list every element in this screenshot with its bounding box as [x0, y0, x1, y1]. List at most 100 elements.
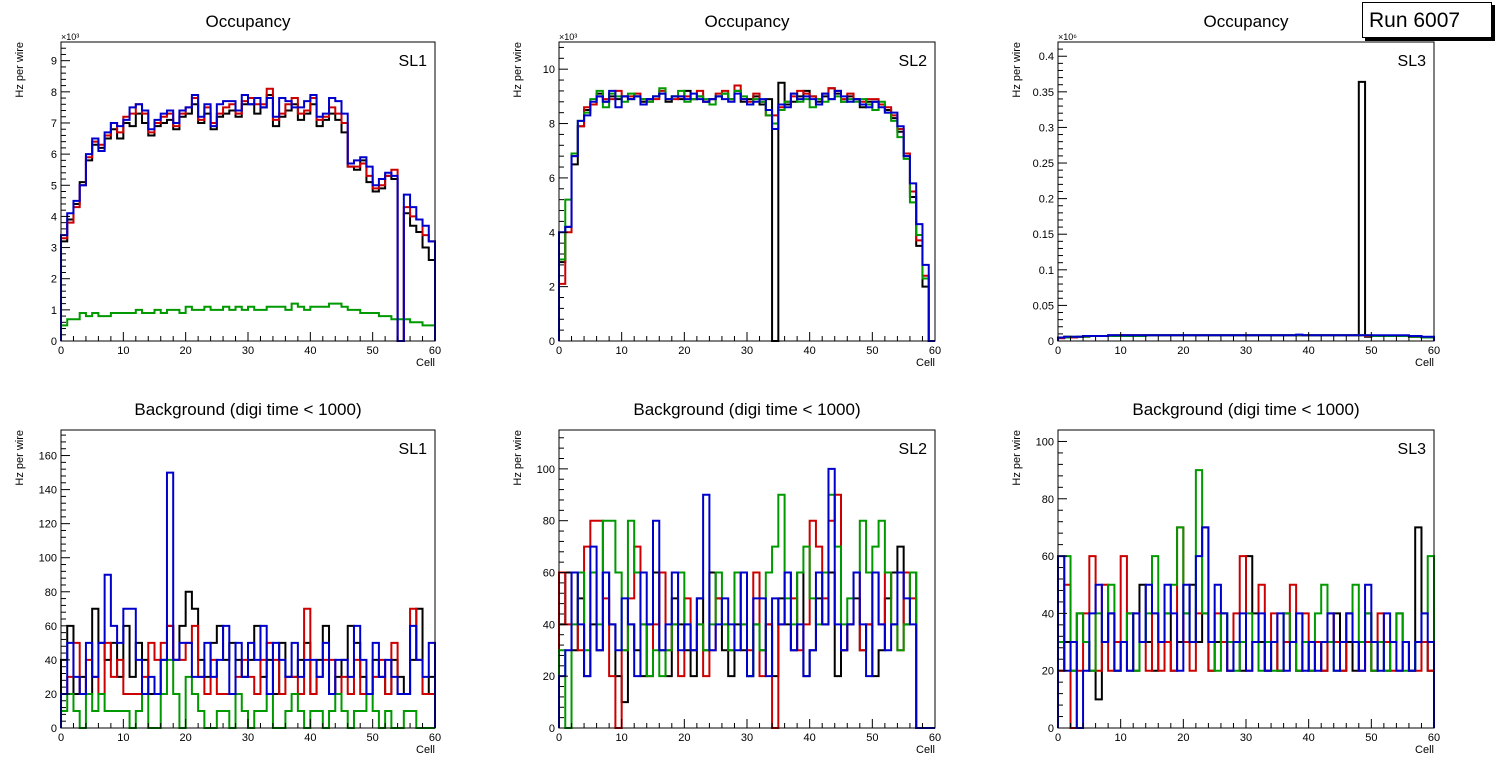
x-tick-label: 20	[678, 732, 690, 744]
axis-exponent: ×10³	[559, 32, 577, 42]
x-tick-label: 10	[616, 345, 628, 357]
x-tick-label: 60	[1428, 732, 1440, 744]
x-tick-label: 0	[1055, 345, 1061, 357]
x-tick-label: 0	[556, 732, 562, 744]
x-tick-label: 20	[678, 345, 690, 357]
series-line-layer4	[558, 467, 935, 729]
y-tick-label: 10	[543, 64, 555, 76]
x-axis-label: Cell	[916, 357, 935, 369]
y-tick-label: 60	[543, 568, 555, 580]
y-tick-label: 0.3	[1039, 122, 1054, 134]
y-tick-label: 2	[549, 282, 555, 294]
y-tick-label: 0.35	[1033, 87, 1054, 99]
y-tick-label: 1	[51, 305, 57, 317]
y-tick-label: 20	[543, 671, 555, 683]
y-tick-label: 0.4	[1039, 51, 1054, 63]
x-tick-label: 40	[304, 732, 316, 744]
series-line-layer4	[60, 93, 436, 342]
series-line-layer1	[558, 81, 935, 342]
y-tick-label: 4	[549, 227, 555, 239]
y-tick-label: 60	[45, 621, 57, 633]
series-line-layer2	[1057, 526, 1435, 729]
x-axis-label: Cell	[416, 744, 435, 756]
x-tick-label: 50	[866, 732, 878, 744]
y-tick-label: 160	[39, 451, 57, 463]
chart-panel-5: Background (digi time < 1000) 0 10 20 30 40 50…	[512, 400, 941, 756]
chart-panel-6: Background (digi time < 1000) 0 10 20 30 40 50…	[1011, 400, 1440, 756]
series-line-layer2	[60, 87, 436, 342]
y-tick-label: 100	[537, 464, 555, 476]
series-line-layer3	[558, 87, 935, 342]
y-tick-label: 100	[1036, 436, 1054, 448]
y-tick-label: 8	[51, 87, 57, 99]
x-tick-label: 60	[929, 345, 941, 357]
y-tick-label: 9	[51, 56, 57, 68]
x-tick-label: 0	[58, 345, 64, 357]
x-tick-label: 30	[1240, 732, 1252, 744]
y-tick-label: 0	[549, 336, 555, 348]
plot-frame	[60, 429, 436, 729]
y-tick-label: 0.15	[1033, 229, 1054, 241]
y-axis-label: Hz per wire	[512, 430, 524, 486]
chart-title: Background (digi time < 1000)	[633, 400, 860, 419]
panel-label: SL3	[1398, 441, 1427, 458]
x-tick-label: 30	[741, 732, 753, 744]
chart-panel-2: Occupancy 0 10 20 30 40 50 60 0 2 4 6 8 10 ×10³ Cell Hz …	[512, 12, 941, 369]
y-tick-label: 0.1	[1039, 265, 1054, 277]
y-tick-label: 0.05	[1033, 300, 1054, 312]
chart-title: Occupancy	[1203, 12, 1289, 31]
axis-exponent: ×10³	[61, 32, 79, 42]
x-tick-label: 60	[929, 732, 941, 744]
y-axis-label: Hz per wire	[1011, 42, 1023, 98]
panel-label: SL3	[1398, 53, 1427, 70]
panel-label: SL1	[399, 441, 428, 458]
x-axis-label: Cell	[1415, 357, 1434, 369]
panel-label: SL2	[899, 441, 928, 458]
x-tick-label: 40	[1303, 732, 1315, 744]
y-tick-label: 0	[1048, 723, 1054, 735]
y-tick-label: 100	[39, 553, 57, 565]
x-tick-label: 50	[367, 732, 379, 744]
y-tick-label: 0	[1048, 336, 1054, 348]
series-line-layer4	[60, 471, 436, 728]
y-tick-label: 60	[1042, 551, 1054, 563]
x-tick-label: 0	[1055, 732, 1061, 744]
series-line-layer2	[558, 84, 935, 342]
series-line-layer1	[1057, 80, 1435, 341]
y-tick-label: 80	[1042, 494, 1054, 506]
y-tick-label: 3	[51, 243, 57, 255]
series-line-layer4	[558, 89, 935, 342]
x-tick-label: 50	[866, 345, 878, 357]
y-tick-label: 6	[549, 173, 555, 185]
x-tick-label: 40	[804, 345, 816, 357]
run-label: Run 6007	[1362, 2, 1492, 38]
y-axis-label: Hz per wire	[14, 430, 26, 486]
x-tick-label: 30	[242, 345, 254, 357]
y-tick-label: 2	[51, 274, 57, 286]
series-line-layer4	[1057, 333, 1435, 341]
y-tick-label: 0	[549, 723, 555, 735]
x-tick-label: 10	[1115, 345, 1127, 357]
y-tick-label: 8	[549, 119, 555, 131]
y-tick-label: 0.2	[1039, 194, 1054, 206]
y-tick-label: 0.25	[1033, 158, 1054, 170]
y-tick-label: 40	[1042, 608, 1054, 620]
y-tick-label: 120	[39, 519, 57, 531]
y-axis-label: Hz per wire	[1011, 430, 1023, 486]
x-tick-label: 60	[429, 732, 441, 744]
plot-frame	[558, 41, 936, 342]
y-tick-label: 20	[45, 689, 57, 701]
chart-panel-1: Occupancy 0 10 20 30 40 50 60 0 1 2 3 4 5 6 7 8 9 ×10³ Cell…	[14, 12, 441, 369]
y-tick-label: 0	[51, 336, 57, 348]
plot-frame	[1057, 41, 1435, 342]
x-tick-label: 40	[1303, 345, 1315, 357]
y-axis-label: Hz per wire	[14, 42, 26, 98]
x-tick-label: 10	[616, 732, 628, 744]
y-tick-label: 20	[1042, 666, 1054, 678]
series-line-layer3	[60, 658, 435, 729]
y-tick-label: 40	[45, 655, 57, 667]
x-tick-label: 50	[1365, 732, 1377, 744]
chart-title: Occupancy	[205, 12, 291, 31]
x-tick-label: 50	[1365, 345, 1377, 357]
y-tick-label: 40	[543, 619, 555, 631]
